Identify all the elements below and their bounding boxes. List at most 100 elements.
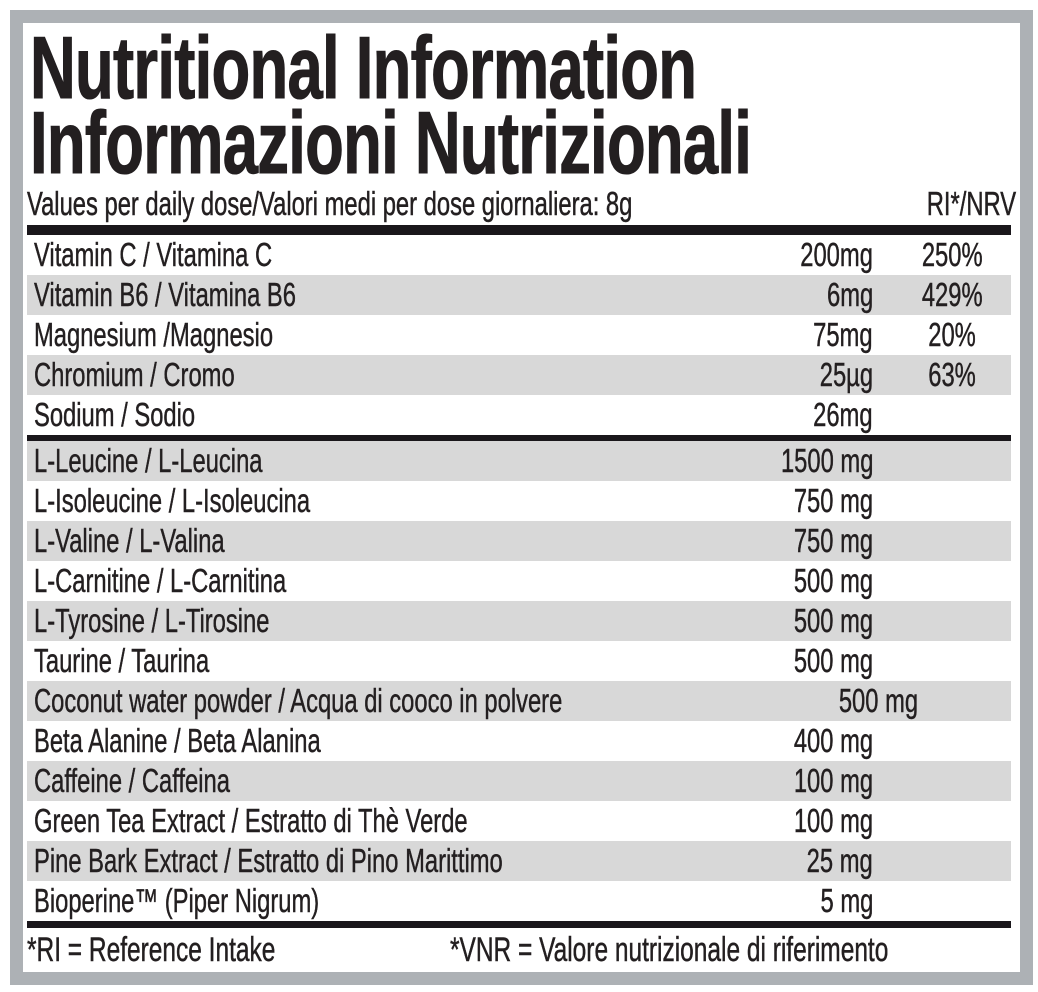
footer-divider (27, 921, 1011, 928)
nutrient-amount-cell: 5 mg (723, 882, 893, 920)
nutrient-amount-cell: 750 mg (723, 522, 893, 560)
nutrient-ri-cell (893, 882, 1011, 920)
nutrient-ri-cell (893, 396, 1011, 434)
nutrient-name: Vitamin C / Vitamina C (34, 236, 273, 273)
nutrient-amount-cell: 75mg (723, 316, 893, 354)
nutrient-ri-cell (893, 602, 1011, 640)
title-line-italian: Informazioni Nutrizionali (30, 93, 753, 192)
nutrient-name: Bioperine™ (Piper Nigrum) (34, 882, 320, 919)
nutrient-amount: 400 mg (793, 722, 874, 759)
nutrient-ri-cell: 429% (893, 276, 1011, 314)
nutrient-name: L-Valine / L-Valina (34, 522, 225, 559)
title-line-english: Nutritional Information (30, 18, 698, 117)
nutrient-amount: 25µg (819, 356, 874, 393)
nutrient-amount-cell: 100 mg (723, 762, 893, 800)
nutrient-ri-cell (893, 722, 1011, 760)
nutrient-name: Vitamin B6 / Vitamina B6 (34, 276, 296, 313)
table-row: Vitamin B6 / Vitamina B6 6mg 429% (27, 275, 1011, 315)
nutrient-amount: 750 mg (793, 482, 874, 519)
nutrient-amount-cell: 500 mg (768, 682, 938, 720)
nutrient-name-cell: Bioperine™ (Piper Nigrum) (27, 882, 723, 920)
nutrient-ri-cell (893, 802, 1011, 840)
nutrient-name: Green Tea Extract / Estratto di Thè Verd… (34, 802, 468, 839)
nutrient-amount: 500 mg (793, 642, 874, 679)
nutrient-ri-cell (893, 442, 1011, 480)
nutrient-amount: 6mg (826, 276, 874, 313)
footnote-reference-intake: *RI = Reference Intake (27, 930, 276, 969)
nutrient-ri-percent: 250% (921, 236, 983, 273)
nutrient-ri-percent: 63% (928, 356, 976, 393)
nutrient-name-cell: Vitamin C / Vitamina C (27, 236, 723, 274)
footnote-vnr: *VNR = Valore nutrizionale di riferiment… (449, 930, 889, 969)
nutrient-name: Magnesium /Magnesio (34, 316, 274, 353)
nutrient-table: Vitamin C / Vitamina C 200mg 250% Vitami… (23, 235, 1020, 921)
nutrient-name-cell: Caffeine / Caffeina (27, 762, 723, 800)
table-row: Green Tea Extract / Estratto di Thè Verd… (27, 801, 1011, 841)
nutrient-amount-cell: 500 mg (723, 562, 893, 600)
nutrition-label: Nutritional Information Informazioni Nut… (10, 10, 1033, 985)
nutrient-amount-cell: 100 mg (723, 802, 893, 840)
nutrient-name-cell: Pine Bark Extract / Estratto di Pino Mar… (27, 842, 723, 880)
nutrient-name-cell: Coconut water powder / Acqua di cooco in… (27, 682, 768, 720)
nutrient-amount: 1500 mg (780, 442, 873, 479)
nutrient-amount-cell: 1500 mg (723, 442, 893, 480)
nutrient-ri-cell (938, 682, 1038, 720)
table-row: L-Leucine / L-Leucina 1500 mg (27, 441, 1011, 481)
table-row: L-Isoleucine / L-Isoleucina 750 mg (27, 481, 1011, 521)
nutrient-name: Beta Alanine / Beta Alanina (34, 722, 321, 759)
table-row: Vitamin C / Vitamina C 200mg 250% (27, 235, 1011, 275)
nutrient-name: L-Tyrosine / L-Tirosine (34, 602, 270, 639)
table-row: L-Tyrosine / L-Tirosine 500 mg (27, 601, 1011, 641)
nutrient-amount-cell: 26mg (723, 396, 893, 434)
nutrient-ri-cell (893, 482, 1011, 520)
nutrient-amount: 100 mg (793, 762, 874, 799)
nutrient-amount: 750 mg (793, 522, 874, 559)
table-row: Coconut water powder / Acqua di cooco in… (27, 681, 1011, 721)
nutrient-name-cell: Taurine / Taurina (27, 642, 723, 680)
nutrient-name-cell: Beta Alanine / Beta Alanina (27, 722, 723, 760)
table-row: Sodium / Sodio 26mg (27, 395, 1011, 435)
nutrient-name: Taurine / Taurina (34, 642, 210, 679)
nutrient-ri-percent: 429% (921, 276, 983, 313)
nutrient-amount: 75mg (813, 316, 873, 353)
nutrient-ri-cell: 20% (893, 316, 1011, 354)
label-title: Nutritional Information Informazioni Nut… (23, 18, 1020, 192)
table-row: Beta Alanine / Beta Alanina 400 mg (27, 721, 1011, 761)
nutrient-ri-cell (893, 842, 1011, 880)
nutrient-name: Sodium / Sodio (34, 396, 196, 433)
table-row: Bioperine™ (Piper Nigrum) 5 mg (27, 881, 1011, 921)
nutrient-name-cell: L-Valine / L-Valina (27, 522, 723, 560)
nutrient-ri-cell (893, 522, 1011, 560)
nutrient-name-cell: L-Isoleucine / L-Isoleucina (27, 482, 723, 520)
header-divider (27, 225, 1011, 235)
nutrient-ri-cell: 250% (893, 236, 1011, 274)
footnotes: *RI = Reference Intake *VNR = Valore nut… (23, 930, 1020, 970)
nutrient-name: Pine Bark Extract / Estratto di Pino Mar… (34, 842, 503, 879)
nutrient-amount: 100 mg (793, 802, 874, 839)
nutrient-amount-cell: 25µg (723, 356, 893, 394)
nutrient-amount-cell: 500 mg (723, 602, 893, 640)
nutrient-name-cell: L-Carnitine / L-Carnitina (27, 562, 723, 600)
nutrient-name-cell: Vitamin B6 / Vitamina B6 (27, 276, 723, 314)
nutrient-amount-cell: 25 mg (723, 842, 893, 880)
nutrient-ri-cell (893, 562, 1011, 600)
nutrient-name-cell: Sodium / Sodio (27, 396, 723, 434)
nutrient-name-cell: L-Leucine / L-Leucina (27, 442, 723, 480)
nutrient-amount-cell: 500 mg (723, 642, 893, 680)
nutrient-ri-cell: 63% (893, 356, 1011, 394)
nutrient-ri-cell (893, 762, 1011, 800)
table-row: Pine Bark Extract / Estratto di Pino Mar… (27, 841, 1011, 881)
nutrient-amount-cell: 6mg (723, 276, 893, 314)
ri-nrv-column-header: RI*/NRV (926, 185, 1016, 223)
dose-statement: Values per daily dose/Valori medi per do… (27, 185, 633, 223)
table-header-row: Values per daily dose/Valori medi per do… (23, 184, 1020, 224)
table-row: L-Carnitine / L-Carnitina 500 mg (27, 561, 1011, 601)
nutrient-amount: 200mg (800, 236, 873, 273)
nutrient-name: Coconut water powder / Acqua di cooco in… (34, 682, 563, 719)
nutrient-amount: 25 mg (806, 842, 873, 879)
nutrient-amount-cell: 400 mg (723, 722, 893, 760)
table-row: Magnesium /Magnesio 75mg 20% (27, 315, 1011, 355)
nutrient-name: Caffeine / Caffeina (34, 762, 230, 799)
nutrient-ri-cell (893, 642, 1011, 680)
nutrient-name-cell: Chromium / Cromo (27, 356, 723, 394)
